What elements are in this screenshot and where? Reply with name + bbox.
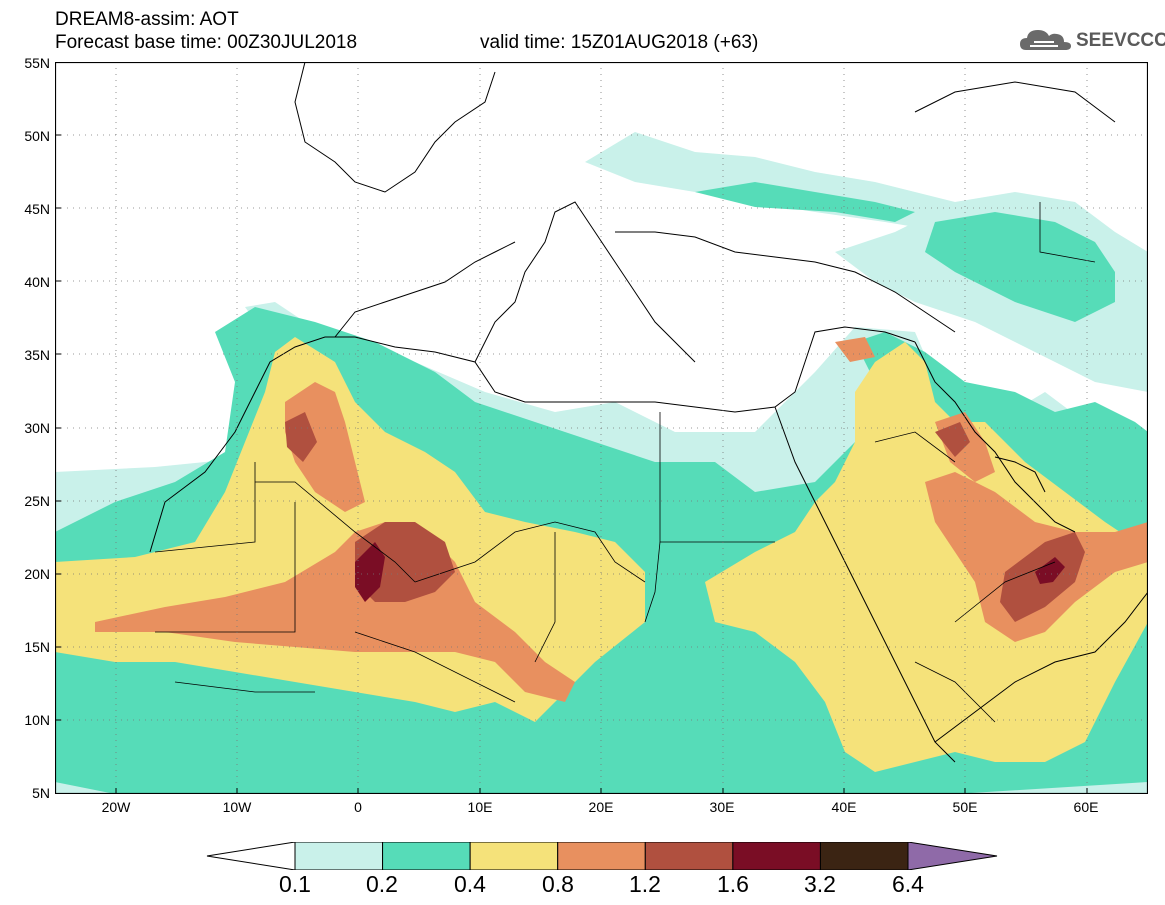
coastlines [149, 62, 1148, 763]
valid-time: valid time: 15Z01AUG2018 (+63) [480, 32, 759, 53]
colorbar-cell [382, 842, 471, 870]
lon-label-30e: 30E [709, 799, 735, 815]
lon-label-10e: 10E [467, 799, 493, 815]
lat-label-55n: 55N [24, 55, 50, 71]
logo-text: SEEVCCC [1076, 30, 1165, 51]
colorbar-label-0.2: 0.2 [366, 871, 398, 897]
lon-label-20e: 20E [588, 799, 614, 815]
lon-label-10w: 10W [222, 799, 252, 815]
lat-label-50n: 50N [24, 128, 50, 144]
country-borders [154, 202, 1096, 723]
lat-label-5n: 5N [32, 785, 50, 801]
colorbar-cell [294, 842, 384, 870]
colorbar [206, 842, 998, 870]
lon-label-60e: 60E [1073, 799, 1099, 815]
aot-band-1.6 [355, 542, 1065, 602]
colorbar-label-0.8: 0.8 [542, 871, 574, 897]
colorbar-low-arrow [206, 842, 296, 870]
colorbar-cell [732, 842, 821, 870]
lat-label-45n: 45N [24, 201, 50, 217]
colorbar-high-arrow [907, 842, 998, 870]
colorbar-cell [557, 842, 646, 870]
lat-label-15n: 15N [24, 639, 50, 655]
lat-label-40n: 40N [24, 274, 50, 290]
colorbar-label-6.4: 6.4 [892, 871, 924, 897]
lon-label-40e: 40E [831, 799, 857, 815]
lat-label-20n: 20N [24, 566, 50, 582]
colorbar-label-1.6: 1.6 [717, 871, 749, 897]
cloud-icon [1020, 30, 1071, 50]
forecast-base-time: Forecast base time: 00Z30JUL2018 [55, 32, 358, 53]
lat-label-30n: 30N [24, 420, 50, 436]
lon-label-0: 0 [354, 799, 362, 815]
lat-label-25n: 25N [24, 493, 50, 509]
colorbar-label-0.1: 0.1 [279, 871, 311, 897]
colorbar-label-3.2: 3.2 [804, 871, 836, 897]
lon-label-50e: 50E [952, 799, 978, 815]
lat-label-10n: 10N [24, 712, 50, 728]
colorbar-label-1.2: 1.2 [629, 871, 661, 897]
colorbar-cell [819, 842, 909, 870]
chart-title: DREAM8-assim: AOT [55, 9, 239, 30]
lon-label-20w: 20W [101, 799, 131, 815]
colorbar-label-0.4: 0.4 [454, 871, 486, 897]
aot-band-1.2 [285, 412, 1085, 622]
lat-label-35n: 35N [24, 347, 50, 363]
colorbar-cell [644, 842, 734, 870]
graticule [55, 62, 1148, 794]
seevccc-logo: SEEVCCC [1018, 26, 1165, 54]
colorbar-cell [469, 842, 559, 870]
aot-map [55, 62, 1148, 794]
